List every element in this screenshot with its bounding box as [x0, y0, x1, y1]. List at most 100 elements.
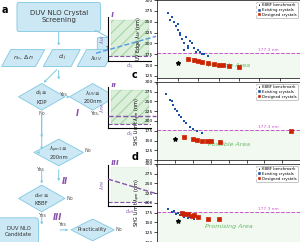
Point: [165, 207, 170, 211]
FancyBboxPatch shape: [17, 2, 100, 31]
Point: [176, 22, 180, 26]
Text: No: No: [117, 92, 124, 97]
Point: [192, 213, 197, 217]
Text: II: II: [62, 177, 68, 186]
Point: [188, 215, 192, 219]
Point: [196, 48, 201, 52]
Point: [289, 129, 293, 133]
Point: [194, 129, 199, 133]
Text: DUV NLO Crystal
Screening: DUV NLO Crystal Screening: [30, 10, 88, 23]
Polygon shape: [70, 83, 116, 110]
X-axis label: SHG Effect $d_{ij}$ ( × KDP ): SHG Effect $d_{ij}$ ( × KDP ): [200, 88, 258, 98]
Point: [177, 30, 182, 34]
Point: [200, 60, 205, 63]
Point: [173, 212, 178, 216]
Text: $n_o$, $\Delta n$: $n_o$, $\Delta n$: [13, 54, 34, 62]
Polygon shape: [43, 50, 80, 67]
Text: 177.3 nm: 177.3 nm: [258, 125, 279, 129]
Point: [182, 212, 186, 215]
Polygon shape: [71, 219, 114, 241]
Point: [236, 65, 241, 69]
Point: [190, 214, 194, 218]
Point: [171, 20, 176, 24]
Text: Yes: Yes: [59, 92, 67, 97]
Point: [205, 139, 210, 143]
Text: $d_{eff}\geq$
KBBF: $d_{eff}\geq$ KBBF: [34, 191, 49, 206]
Point: [196, 59, 201, 63]
Point: [188, 39, 192, 43]
Text: I: I: [76, 109, 79, 118]
Point: [178, 115, 183, 119]
Text: c: c: [132, 70, 137, 80]
Point: [191, 127, 196, 131]
Y-axis label: SHG Limit $\lambda_{pm}$ (nm): SHG Limit $\lambda_{pm}$ (nm): [133, 178, 143, 227]
Point: [220, 64, 225, 68]
Point: [192, 213, 197, 217]
Bar: [158, 212, 300, 242]
Point: [205, 139, 210, 143]
Point: [179, 211, 184, 215]
Point: [182, 215, 186, 219]
Point: [171, 103, 176, 107]
Point: [177, 213, 182, 217]
Point: [200, 139, 204, 143]
Legend: KBBF benchmark, Existing crystals, Designed crystals: KBBF benchmark, Existing crystals, Desig…: [256, 84, 298, 100]
Point: [176, 28, 180, 32]
Point: [192, 58, 197, 62]
Text: Possible Area: Possible Area: [208, 143, 250, 147]
Point: [177, 33, 182, 37]
Text: $\lambda_{pm1}\leq$
200nm: $\lambda_{pm1}\leq$ 200nm: [49, 144, 68, 160]
Point: [186, 212, 190, 216]
Point: [208, 139, 213, 143]
Point: [200, 60, 205, 63]
Bar: [158, 130, 300, 160]
Point: [164, 92, 169, 96]
Polygon shape: [77, 50, 114, 67]
Bar: [158, 53, 300, 78]
Point: [216, 217, 221, 221]
Text: $\lambda_{UV}$: $\lambda_{UV}$: [89, 54, 102, 62]
Point: [179, 211, 184, 215]
Text: Promising Area: Promising Area: [205, 224, 253, 229]
Point: [200, 139, 204, 143]
Text: $\lambda_{UV}\leq$
200nm: $\lambda_{UV}\leq$ 200nm: [83, 90, 102, 104]
Point: [206, 217, 211, 220]
Point: [171, 209, 176, 213]
Point: [220, 64, 225, 68]
Text: $d_{ij}\geq$
KDP: $d_{ij}\geq$ KDP: [35, 89, 48, 105]
Point: [167, 98, 172, 101]
Point: [186, 44, 190, 47]
Text: No: No: [38, 111, 45, 116]
Point: [176, 219, 180, 222]
Text: Practicality: Practicality: [78, 227, 107, 232]
X-axis label: SHG Effect $d_{ij}$ ( × KDP ): SHG Effect $d_{ij}$ ( × KDP ): [200, 170, 258, 180]
Text: DUV NLO
Candidate: DUV NLO Candidate: [5, 226, 32, 236]
Point: [218, 141, 222, 144]
Legend: KBBF benchmark, Existing crystals, Designed crystals: KBBF benchmark, Existing crystals, Desig…: [256, 2, 298, 18]
Point: [182, 135, 187, 139]
Text: Yes: Yes: [38, 213, 46, 218]
Polygon shape: [2, 50, 45, 67]
Text: d: d: [132, 152, 139, 162]
Text: No: No: [66, 196, 73, 201]
Point: [206, 61, 211, 65]
Point: [182, 48, 186, 52]
Point: [289, 129, 293, 133]
Point: [208, 139, 213, 143]
Point: [196, 215, 201, 219]
Point: [186, 216, 190, 220]
Text: 177.3 nm: 177.3 nm: [258, 207, 279, 211]
Point: [218, 141, 222, 144]
Point: [175, 109, 179, 113]
Point: [206, 61, 211, 65]
Point: [198, 50, 203, 54]
Text: Tuning: Tuning: [106, 46, 126, 51]
Polygon shape: [34, 139, 83, 166]
Text: III: III: [52, 213, 62, 222]
Point: [169, 15, 174, 19]
Point: [200, 131, 204, 135]
Point: [192, 46, 197, 50]
Point: [194, 138, 199, 142]
Point: [192, 217, 197, 220]
Text: Yes: Yes: [58, 222, 66, 227]
